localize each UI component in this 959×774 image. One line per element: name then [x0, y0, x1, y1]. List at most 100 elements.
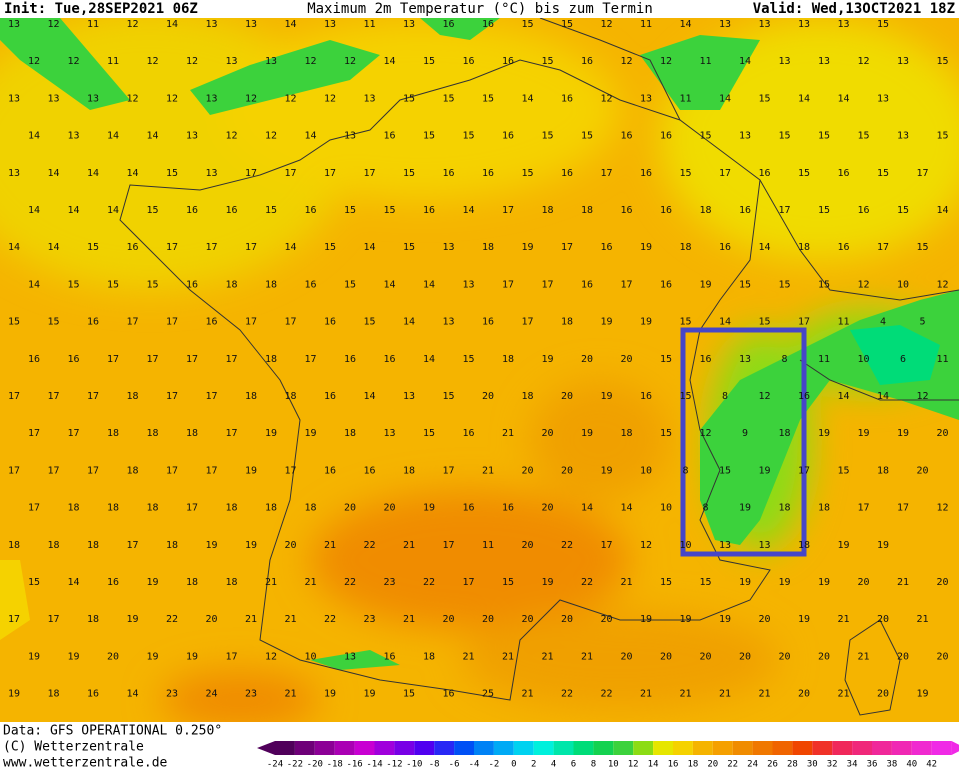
- temperature-value: 15: [699, 577, 711, 588]
- temperature-value: 17: [521, 317, 533, 328]
- temperature-value: 18: [344, 428, 356, 439]
- temperature-value: 16: [363, 465, 375, 476]
- temperature-value: 19: [521, 242, 533, 253]
- temperature-value: 16: [620, 131, 632, 142]
- temperature-value: 19: [600, 391, 612, 402]
- temperature-value: 13: [897, 131, 909, 142]
- temperature-value: 15: [660, 577, 672, 588]
- temperature-value: 8: [702, 503, 708, 514]
- temperature-value: 16: [87, 689, 99, 700]
- temperature-value: 19: [798, 614, 810, 625]
- temperature-value: 15: [344, 205, 356, 216]
- temperature-value: 15: [265, 205, 277, 216]
- colorbar-arrow-left: [257, 741, 275, 755]
- temperature-value: 20: [521, 465, 533, 476]
- temperature-value: 17: [166, 317, 178, 328]
- temperature-value: 22: [600, 689, 612, 700]
- temperature-value: 16: [344, 354, 356, 365]
- temperature-value: 14: [837, 93, 849, 104]
- colorbar-label: -6: [449, 760, 460, 770]
- temperature-value: 4: [880, 317, 886, 328]
- colorbar-swatch: [334, 741, 355, 755]
- temperature-value: 21: [837, 614, 849, 625]
- temperature-value: 15: [818, 279, 830, 290]
- data-source: Data: GFS OPERATIONAL 0.250°: [3, 724, 222, 739]
- temperature-value: 20: [798, 689, 810, 700]
- temperature-value: 17: [8, 391, 20, 402]
- colorbar-label: -10: [406, 760, 422, 770]
- temperature-value: 19: [304, 428, 316, 439]
- temperature-value: 13: [67, 131, 79, 142]
- temperature-value: 15: [561, 19, 573, 30]
- temperature-value: 17: [67, 428, 79, 439]
- temperature-value: 15: [541, 131, 553, 142]
- temperature-value: 16: [620, 205, 632, 216]
- temperature-value: 18: [87, 540, 99, 551]
- temperature-value: 16: [462, 56, 474, 67]
- temperature-value: 18: [245, 391, 257, 402]
- temperature-value: 17: [541, 279, 553, 290]
- temperature-value: 21: [581, 651, 593, 662]
- temperature-value: 13: [205, 19, 217, 30]
- temperature-value: 24: [205, 689, 217, 700]
- temperature-value: 13: [758, 540, 770, 551]
- temperature-value: 18: [225, 503, 237, 514]
- temperature-value: 18: [166, 540, 178, 551]
- temperature-value: 17: [205, 391, 217, 402]
- temperature-value: 14: [8, 242, 20, 253]
- temperature-value: 18: [798, 540, 810, 551]
- temperature-value: 19: [541, 577, 553, 588]
- colorbar-label: 42: [926, 760, 937, 770]
- temperature-value: 20: [758, 614, 770, 625]
- temperature-value: 16: [482, 168, 494, 179]
- temperature-value: 12: [304, 56, 316, 67]
- temperature-value: 16: [837, 242, 849, 253]
- temperature-value: 5: [919, 317, 925, 328]
- cold-area: [420, 18, 500, 40]
- temperature-value: 16: [186, 279, 198, 290]
- temperature-value: 15: [521, 168, 533, 179]
- colorbar-swatch: [772, 741, 793, 755]
- temperature-value: 14: [28, 131, 40, 142]
- colorbar-label: -18: [327, 760, 343, 770]
- temperature-value: 19: [739, 503, 751, 514]
- temperature-value: 16: [660, 131, 672, 142]
- temperature-value: 16: [442, 689, 454, 700]
- temperature-value: 18: [699, 205, 711, 216]
- temperature-value: 11: [818, 354, 830, 365]
- temperature-value: 18: [265, 503, 277, 514]
- temperature-value: 15: [47, 317, 59, 328]
- temperature-value: 13: [8, 93, 20, 104]
- temperature-value: 18: [798, 242, 810, 253]
- temperature-value: 15: [699, 131, 711, 142]
- temperature-value: 15: [403, 93, 415, 104]
- temperature-value: 18: [47, 689, 59, 700]
- temperature-value: 21: [857, 651, 869, 662]
- temperature-value: 12: [660, 56, 672, 67]
- temperature-value: 21: [897, 577, 909, 588]
- colorbar-swatch: [474, 741, 494, 755]
- temperature-value: 14: [284, 19, 296, 30]
- temperature-value: 21: [541, 651, 553, 662]
- temperature-value: 16: [324, 465, 336, 476]
- temperature-value: 15: [778, 279, 790, 290]
- temperature-value: 15: [8, 317, 20, 328]
- temperature-value: 12: [47, 19, 59, 30]
- temperature-value: 17: [47, 614, 59, 625]
- temperature-value: 17: [166, 391, 178, 402]
- temperature-value: 17: [87, 465, 99, 476]
- temperature-value: 14: [423, 279, 435, 290]
- temperature-value: 14: [620, 503, 632, 514]
- temperature-value: 15: [758, 93, 770, 104]
- temperature-value: 20: [620, 354, 632, 365]
- colorbar-swatch: [553, 741, 574, 755]
- temperature-value: 19: [758, 465, 770, 476]
- temperature-value: 14: [47, 242, 59, 253]
- temperature-value: 15: [146, 205, 158, 216]
- colorbar-label: -16: [346, 760, 362, 770]
- temperature-value: 15: [344, 279, 356, 290]
- temperature-value: 10: [897, 279, 909, 290]
- temperature-value: 19: [699, 279, 711, 290]
- temperature-value: 19: [67, 651, 79, 662]
